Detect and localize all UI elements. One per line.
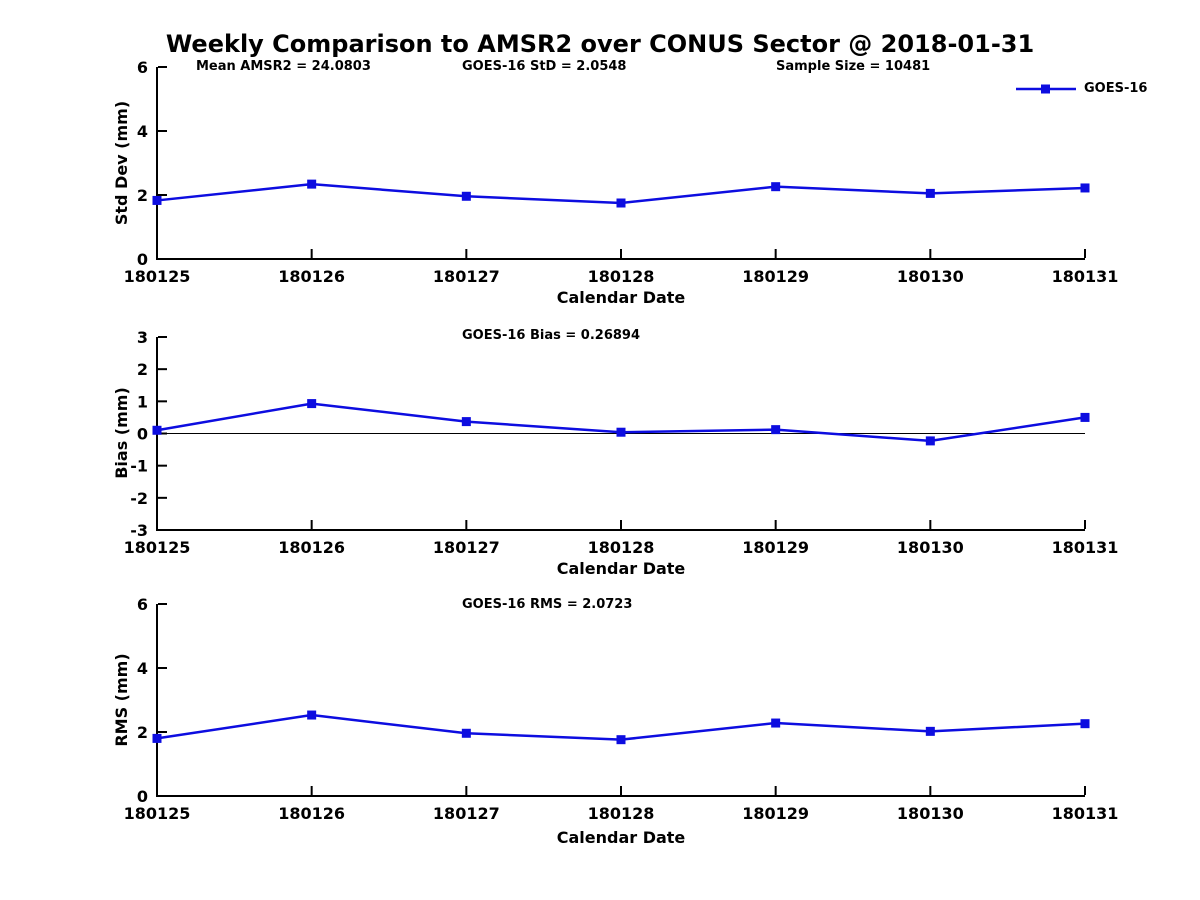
y-tick-label: 4 <box>137 122 148 141</box>
data-point-marker <box>925 188 935 198</box>
x-axis-label-plot3: Calendar Date <box>556 828 686 847</box>
x-axis-label-plot2: Calendar Date <box>556 559 686 578</box>
data-point-marker <box>771 425 781 435</box>
data-point-marker <box>307 179 317 189</box>
x-tick-label: 180127 <box>433 804 500 823</box>
y-tick-label: 3 <box>137 328 148 347</box>
data-point-marker <box>461 417 471 427</box>
y-tick-label: 2 <box>137 186 148 205</box>
x-tick-label: 180126 <box>278 538 345 557</box>
x-tick-label: 180125 <box>124 804 191 823</box>
data-point-marker <box>1080 412 1090 422</box>
x-tick-label: 180129 <box>742 538 809 557</box>
x-tick-label: 180129 <box>742 804 809 823</box>
data-point-marker <box>307 710 317 720</box>
y-tick-label: 0 <box>137 250 148 269</box>
data-point-marker <box>616 198 626 208</box>
data-point-marker <box>1080 719 1090 729</box>
subplot-title-bias: GOES-16 Bias = 0.26894 <box>462 328 641 343</box>
data-point-marker <box>616 427 626 437</box>
x-tick-label: 180130 <box>897 804 964 823</box>
x-tick-label: 180131 <box>1052 804 1119 823</box>
y-tick-label: 0 <box>137 425 148 444</box>
subplot-bias: -3 -2 -1 0 1 2 3 180125 180126 180127 180128 180129… <box>124 328 1119 557</box>
annotation-sample-size: Sample Size = 10481 <box>776 59 931 74</box>
x-tick-label: 180129 <box>742 267 809 286</box>
x-tick-label: 180128 <box>588 538 655 557</box>
x-tick-label: 180128 <box>588 267 655 286</box>
legend-line-marker-icon <box>1016 84 1076 93</box>
x-axis-label-plot1: Calendar Date <box>556 288 686 307</box>
data-point-marker <box>925 436 935 446</box>
data-point-marker <box>461 191 471 201</box>
x-tick-label: 180126 <box>278 267 345 286</box>
data-point-marker <box>152 195 162 205</box>
y-tick-label: 6 <box>137 58 148 77</box>
subplot-title-rms: GOES-16 RMS = 2.0723 <box>462 597 633 612</box>
data-point-marker <box>616 735 626 745</box>
y-tick-label: 6 <box>137 595 148 614</box>
x-tick-label: 180130 <box>897 538 964 557</box>
data-point-marker <box>771 182 781 192</box>
subplot-rms: 0 2 4 6 180125 180126 180127 180128 180129 180130… <box>124 595 1119 823</box>
x-tick-label: 180125 <box>124 538 191 557</box>
y-tick-label: -3 <box>130 521 148 540</box>
annotation-goes16-std: GOES-16 StD = 2.0548 <box>462 59 627 74</box>
x-tick-label: 180130 <box>897 267 964 286</box>
data-point-marker <box>307 399 317 409</box>
data-point-marker <box>1080 183 1090 193</box>
x-tick-label: 180127 <box>433 538 500 557</box>
x-tick-label: 180127 <box>433 267 500 286</box>
x-tick-label: 180128 <box>588 804 655 823</box>
y-tick-label: 4 <box>137 659 148 678</box>
y-tick-label: -1 <box>130 457 148 476</box>
legend-marker <box>1041 84 1050 93</box>
legend: GOES-16 <box>1015 81 1147 96</box>
y-tick-label: 0 <box>137 787 148 806</box>
x-tick-label: 180125 <box>124 267 191 286</box>
data-point-marker <box>152 733 162 743</box>
legend-label: GOES-16 <box>1084 81 1148 96</box>
annotation-mean-amsr2: Mean AMSR2 = 24.0803 <box>196 59 371 74</box>
figure-title: Weekly Comparison to AMSR2 over CONUS Se… <box>165 30 1035 58</box>
x-tick-label: 180131 <box>1052 267 1119 286</box>
data-point-marker <box>925 726 935 736</box>
y-tick-label: 2 <box>137 360 148 379</box>
y-tick-label: 1 <box>137 392 148 411</box>
data-point-marker <box>152 425 162 435</box>
x-tick-label: 180131 <box>1052 538 1119 557</box>
data-point-marker <box>771 718 781 728</box>
subplot-stddev: 0 2 4 6 180125 180126 180127 180128 180129 180130… <box>124 58 1119 286</box>
x-tick-label: 180126 <box>278 804 345 823</box>
y-tick-label: 2 <box>137 723 148 742</box>
data-point-marker <box>461 728 471 738</box>
y-tick-label: -2 <box>130 489 148 508</box>
